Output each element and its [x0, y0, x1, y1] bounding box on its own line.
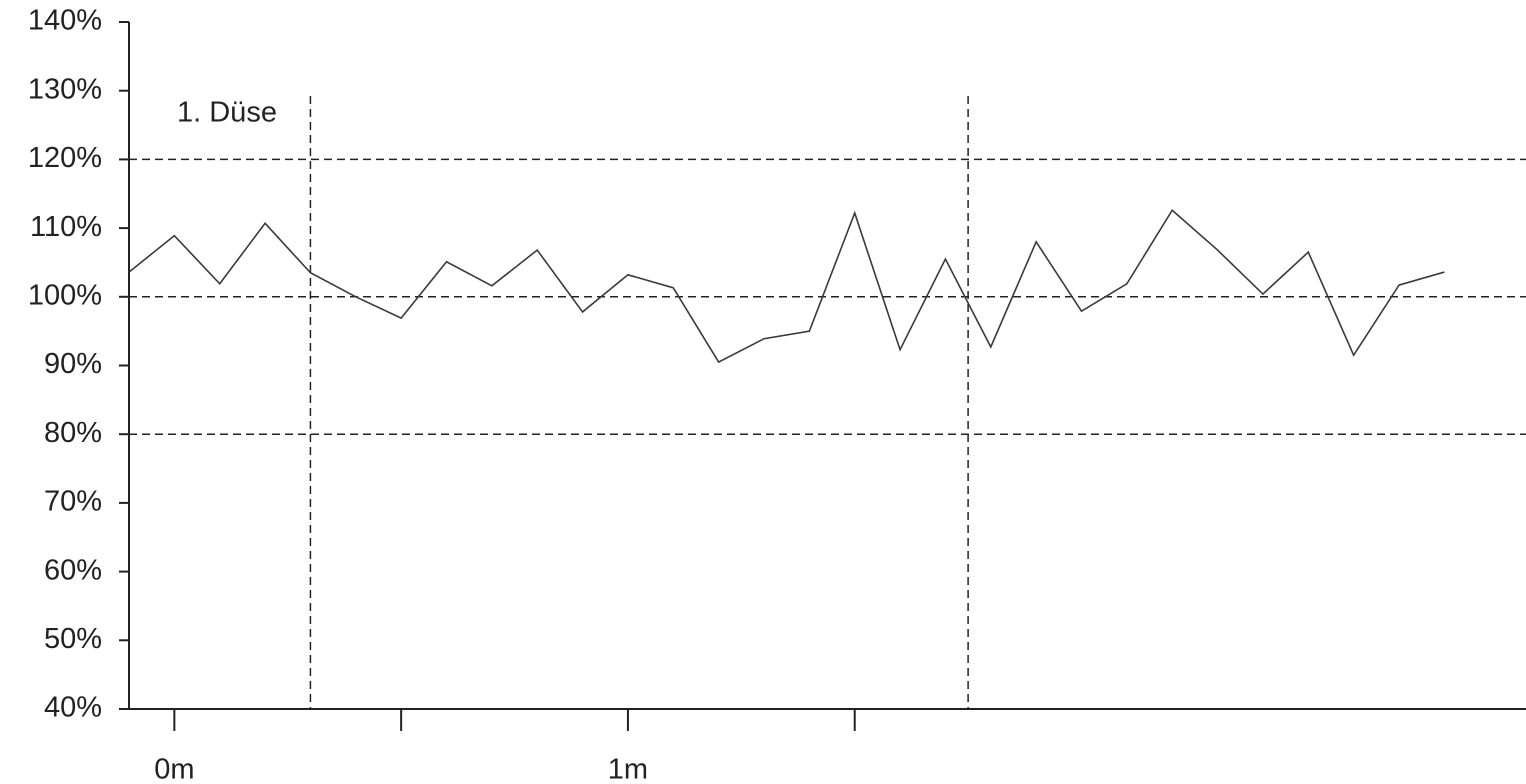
y-tick-label: 90%	[44, 348, 102, 380]
data-line	[128, 209, 1445, 364]
y-tick-label: 70%	[44, 486, 102, 518]
annotation: 1. Düse	[177, 97, 277, 129]
y-tick-label: 80%	[44, 417, 102, 449]
x-tick-label: 1m	[608, 754, 648, 784]
y-tick-label: 140%	[28, 5, 102, 37]
y-tick-label: 40%	[44, 692, 102, 724]
y-tick-label: 110%	[30, 211, 102, 243]
y-tick-label: 50%	[44, 623, 102, 655]
y-tick-label: 120%	[28, 142, 102, 174]
x-tick-label: 0m	[154, 754, 194, 784]
y-tick-label: 100%	[28, 279, 102, 311]
y-tick-label: 130%	[28, 73, 102, 105]
y-tick-label: 60%	[44, 554, 102, 586]
